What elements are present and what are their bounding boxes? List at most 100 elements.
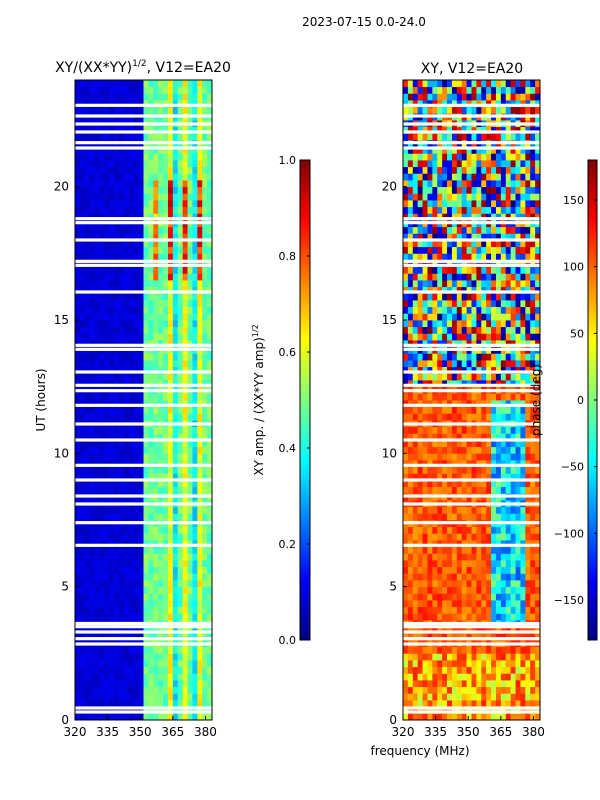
heat-cell <box>451 226 458 234</box>
heat-cell <box>192 393 198 401</box>
heat-cell <box>79 93 86 101</box>
heat-cell <box>192 80 198 88</box>
heat-cell <box>123 126 130 134</box>
heat-cell <box>148 100 154 108</box>
heat-cell <box>143 360 149 368</box>
heat-cell <box>471 200 477 208</box>
data-gap-line <box>75 238 212 242</box>
heat-cell <box>187 200 193 208</box>
heat-cell <box>172 246 179 254</box>
heat-cell <box>510 600 516 608</box>
heat-cell <box>202 446 208 454</box>
heat-cell <box>148 480 154 488</box>
heat-cell <box>99 313 105 321</box>
heat-cell <box>104 306 110 314</box>
heat-cell <box>427 686 433 694</box>
heat-cell <box>99 106 105 114</box>
heat-cell <box>104 106 110 114</box>
heat-cell <box>427 700 433 708</box>
heat-cell <box>510 646 516 654</box>
heat-cell <box>172 426 179 434</box>
heat-cell <box>202 413 208 421</box>
heat-cell <box>495 506 502 514</box>
heat-cell <box>138 400 144 408</box>
heat-cell <box>114 660 120 668</box>
heat-cell <box>192 226 198 234</box>
heat-cell <box>486 700 492 708</box>
heat-cell <box>177 133 184 141</box>
heat-cell <box>138 306 144 314</box>
heat-cell <box>192 333 198 341</box>
heat-cell <box>412 186 419 194</box>
heat-cell <box>182 80 188 88</box>
heat-cell <box>471 446 477 454</box>
heat-cell <box>89 653 95 661</box>
heat-cell <box>153 433 159 441</box>
heat-cell <box>476 413 482 421</box>
heat-cell <box>530 253 536 261</box>
heat-cell <box>143 340 149 348</box>
heat-cell <box>515 286 521 294</box>
heat-cell <box>461 486 467 494</box>
heat-cell <box>447 246 453 254</box>
heat-cell <box>75 126 81 134</box>
heat-cell <box>84 673 91 681</box>
heat-cell <box>153 173 159 181</box>
heat-cell <box>148 533 154 541</box>
heat-cell <box>123 193 130 201</box>
heat-cell <box>128 353 135 361</box>
heat-cell <box>505 593 512 601</box>
heat-cell <box>466 480 472 488</box>
heat-cell <box>138 606 144 614</box>
heat-cell <box>182 106 188 114</box>
heat-cell <box>432 353 438 361</box>
heat-cell <box>422 480 428 488</box>
heat-cell <box>422 533 428 541</box>
heat-cell <box>143 580 149 588</box>
heat-cell <box>94 546 100 554</box>
heat-cell <box>422 586 428 594</box>
heat-cell <box>133 580 139 588</box>
heat-cell <box>486 626 492 634</box>
heat-cell <box>466 693 472 701</box>
heat-cell <box>530 206 536 214</box>
heat-cell <box>471 260 477 268</box>
heat-cell <box>466 306 472 314</box>
heat-cell <box>89 546 95 554</box>
amplitude-colorbar-gradient <box>299 159 311 641</box>
heat-cell <box>466 560 472 568</box>
heat-cell <box>192 166 198 174</box>
heat-cell <box>481 593 487 601</box>
heat-cell <box>442 380 448 388</box>
heat-cell <box>123 246 130 254</box>
heat-cell <box>417 686 423 694</box>
heat-cell <box>119 240 125 248</box>
heat-cell <box>403 580 409 588</box>
heat-cell <box>447 706 453 714</box>
heat-cell <box>89 446 95 454</box>
heat-cell <box>167 313 174 321</box>
heat-cell <box>75 473 81 481</box>
heat-cell <box>476 333 482 341</box>
heat-cell <box>153 146 159 154</box>
heat-cell <box>207 700 213 708</box>
heat-cell <box>197 226 203 234</box>
heat-cell <box>79 686 86 694</box>
heat-cell <box>491 700 497 708</box>
heat-cell <box>84 273 91 281</box>
heat-cell <box>510 466 516 474</box>
heat-cell <box>109 586 115 594</box>
heat-cell <box>148 106 154 114</box>
heat-cell <box>104 320 110 328</box>
heat-cell <box>79 233 86 241</box>
heat-cell <box>437 580 443 588</box>
heat-cell <box>417 660 423 668</box>
heat-cell <box>466 320 472 328</box>
heat-cell <box>89 400 95 408</box>
heat-cell <box>75 486 81 494</box>
heat-cell <box>172 540 179 548</box>
heat-cell <box>207 533 213 541</box>
heat-cell <box>119 566 125 574</box>
heat-cell <box>486 340 492 348</box>
heat-cell <box>182 486 188 494</box>
